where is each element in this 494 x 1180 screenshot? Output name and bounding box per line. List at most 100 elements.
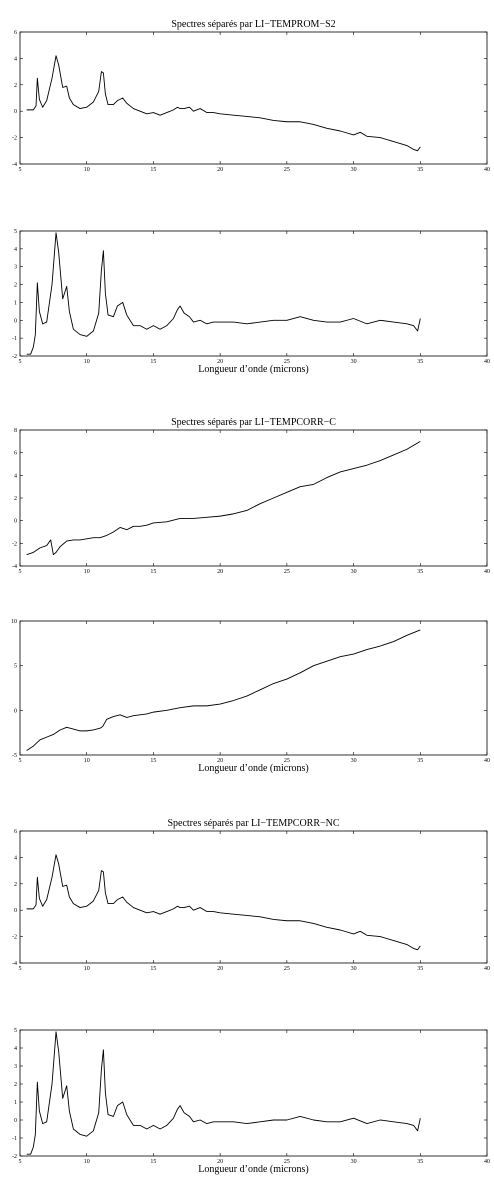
x-tick-label: 10 <box>84 569 90 575</box>
plot-frame <box>19 620 488 756</box>
x-tick-label: 25 <box>284 359 290 365</box>
subplot-4: 5 10 15 20 25 30 35 40 -5 0 5 10 Longueur d’onde (mi… <box>11 619 490 774</box>
y-tick-label: -4 <box>12 162 17 168</box>
y-tick-label: 0 <box>14 519 17 525</box>
subplot-3: 5 10 15 20 25 30 35 40 -4 -2 0 2 4 6 8 Spectres séparés… <box>12 417 490 575</box>
plot-frame <box>19 429 488 567</box>
x-tick-label: 35 <box>417 359 423 365</box>
x-tick-label: 15 <box>150 1159 156 1165</box>
x-tick-label: 10 <box>84 359 90 365</box>
y-tick-label: 2 <box>14 882 17 888</box>
y-tick-label: 2 <box>14 1082 17 1088</box>
x-tick-label: 40 <box>484 1159 490 1165</box>
x-tick-label: 15 <box>150 758 156 764</box>
x-tick-label: 10 <box>84 1159 90 1165</box>
x-tick-label: 35 <box>417 1159 423 1165</box>
x-tick-label: 15 <box>150 167 156 173</box>
x-tick-label: 5 <box>19 758 22 764</box>
x-tick-label: 25 <box>284 758 290 764</box>
y-tick-label: 6 <box>14 30 17 36</box>
x-axis-label: Longueur d’onde (microns) <box>198 763 309 774</box>
x-tick-label: 30 <box>351 167 357 173</box>
x-tick-label: 40 <box>484 359 490 365</box>
x-tick-label: 40 <box>484 966 490 972</box>
x-tick-label: 5 <box>19 569 22 575</box>
x-tick-label: 30 <box>351 966 357 972</box>
y-tick-label: -4 <box>12 961 17 967</box>
y-tick-label: 0 <box>14 908 17 914</box>
x-tick-label: 10 <box>84 167 90 173</box>
subplot-title: Spectres séparés par LI−TEMPCORR−C <box>171 417 336 428</box>
x-tick-label: 10 <box>84 966 90 972</box>
x-tick-label: 25 <box>284 569 290 575</box>
x-tick-label: 30 <box>351 758 357 764</box>
spectrum-line <box>26 232 421 355</box>
x-tick-label: 35 <box>417 569 423 575</box>
x-tick-label: 15 <box>150 966 156 972</box>
x-tick-label: 20 <box>217 1159 223 1165</box>
y-tick-label: -2 <box>12 541 17 547</box>
x-tick-label: 30 <box>351 359 357 365</box>
y-tick-label: 6 <box>14 451 17 457</box>
x-tick-label: 40 <box>484 569 490 575</box>
spectrum-line <box>26 440 421 556</box>
y-tick-label: 0 <box>14 708 17 714</box>
plot-frame <box>19 1029 488 1157</box>
x-tick-label: 35 <box>417 167 423 173</box>
x-tick-label: 15 <box>150 569 156 575</box>
x-tick-label: 40 <box>484 758 490 764</box>
spectrum-line <box>26 1031 421 1155</box>
y-tick-label: 4 <box>14 1046 17 1052</box>
y-tick-label: 1 <box>14 1100 17 1106</box>
y-tick-label: 3 <box>14 265 17 271</box>
spectrum-line <box>26 854 421 951</box>
x-tick-label: 5 <box>19 966 22 972</box>
x-tick-label: 20 <box>217 966 223 972</box>
x-tick-label: 5 <box>19 359 22 365</box>
plot-frame <box>19 830 488 964</box>
y-tick-label: 4 <box>14 473 17 479</box>
x-tick-label: 5 <box>19 1159 22 1165</box>
x-tick-label: 25 <box>284 1159 290 1165</box>
x-axis-label: Longueur d’onde (microns) <box>198 1164 309 1175</box>
x-tick-label: 20 <box>217 167 223 173</box>
y-tick-label: -2 <box>12 136 17 142</box>
spectrum-line <box>26 55 421 152</box>
x-tick-label: 30 <box>351 569 357 575</box>
y-tick-label: 5 <box>14 1028 17 1034</box>
y-tick-label: 1 <box>14 300 17 306</box>
y-tick-label: -2 <box>12 354 17 360</box>
y-tick-label: 2 <box>14 283 17 289</box>
x-tick-label: 20 <box>217 359 223 365</box>
y-tick-label: 4 <box>14 56 17 62</box>
x-tick-label: 40 <box>484 167 490 173</box>
y-tick-label: 10 <box>11 619 17 625</box>
y-tick-label: -1 <box>12 1136 17 1142</box>
x-tick-label: 5 <box>19 167 22 173</box>
x-tick-label: 25 <box>284 966 290 972</box>
y-tick-label: -2 <box>12 1154 17 1160</box>
x-tick-label: 20 <box>217 569 223 575</box>
y-tick-label: 0 <box>14 318 17 324</box>
x-tick-label: 30 <box>351 1159 357 1165</box>
subplot-6: 5 10 15 20 25 30 35 40 -2 -1 0 1 2 3 4 5 Longueur d’onde… <box>12 1028 490 1175</box>
y-tick-label: 5 <box>14 664 17 670</box>
y-tick-label: -1 <box>12 336 17 342</box>
subplot-1: 5 10 15 20 25 30 35 40 -4 -2 0 2 4 6 Spectres séparés … <box>12 19 490 173</box>
subplot-title: Spectres séparés par LI−TEMPROM−S2 <box>171 19 335 30</box>
subplot-title: Spectres séparés par LI−TEMPCORR−NC <box>167 818 339 829</box>
y-tick-label: -2 <box>12 935 17 941</box>
plot-frame <box>19 31 488 165</box>
y-tick-label: 0 <box>14 1118 17 1124</box>
x-axis-label: Longueur d’onde (microns) <box>198 364 309 375</box>
y-tick-label: 4 <box>14 855 17 861</box>
y-tick-label: -5 <box>12 753 17 759</box>
y-tick-label: 2 <box>14 83 17 89</box>
y-tick-label: -4 <box>12 564 17 570</box>
subplot-2: 5 10 15 20 25 30 35 40 -2 -1 0 1 2 3 4 5 Longueur d’onde… <box>12 229 490 375</box>
plot-frame <box>19 230 488 357</box>
spectrum-line <box>26 629 421 751</box>
y-tick-label: 0 <box>14 109 17 115</box>
y-tick-label: 8 <box>14 428 17 434</box>
